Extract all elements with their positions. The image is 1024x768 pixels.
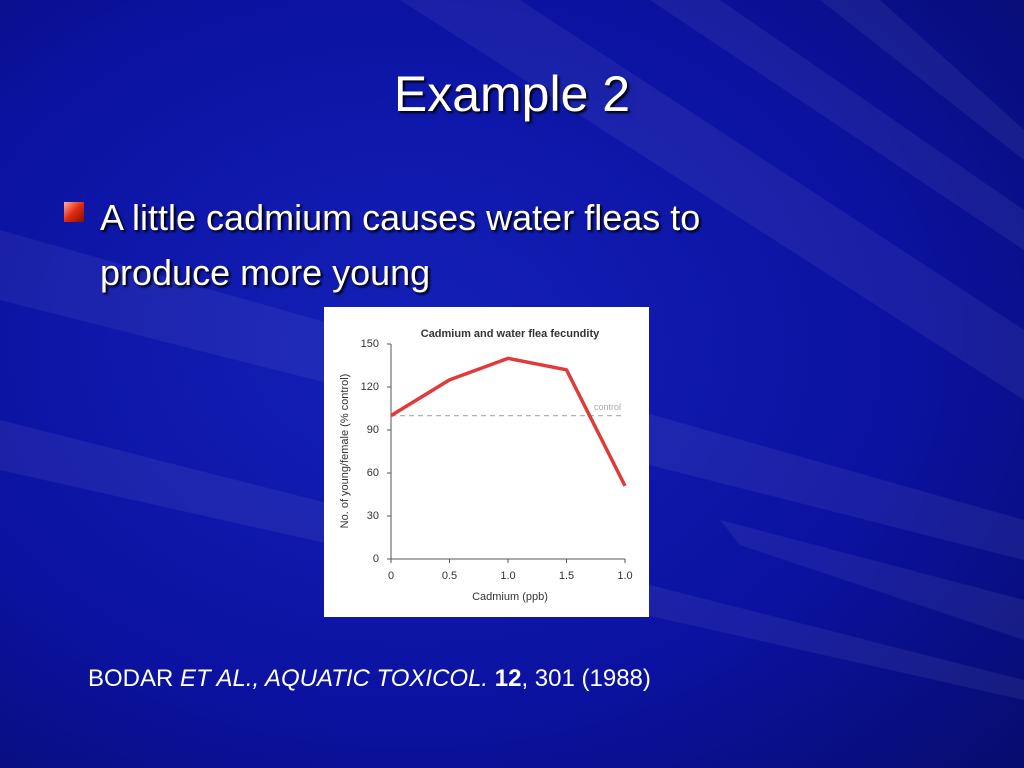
x-tick-label: 0.5 <box>442 570 457 582</box>
y-tick-label: 0 <box>373 553 379 565</box>
citation: BODAR ET AL., AQUATIC TOXICOL. 12, 301 (… <box>88 665 651 692</box>
control-label: control <box>594 402 621 412</box>
citation-rest: , 301 (1988) <box>521 665 650 692</box>
bullet-icon <box>64 202 84 222</box>
data-line <box>390 356 627 487</box>
x-tick-label: 1.5 <box>559 570 574 582</box>
y-tick-label: 30 <box>367 510 379 522</box>
chart-title: Cadmium and water flea fecundity <box>421 328 600 340</box>
citation-volume: 12 <box>495 665 522 692</box>
citation-journal: ET AL., AQUATIC TOXICOL. <box>180 665 488 692</box>
x-axis-label: Cadmium (ppb) <box>472 591 548 603</box>
y-tick-label: 150 <box>361 338 379 350</box>
chart-box <box>324 307 649 617</box>
slide-title: Example 2 <box>394 66 630 122</box>
x-tick-label: 0 <box>388 570 394 582</box>
x-tick-label: 1.0 <box>500 570 515 582</box>
bullet-text: A little cadmium causes water fleas to p… <box>100 197 701 293</box>
y-tick-label: 90 <box>367 424 379 436</box>
citation-author: BODAR <box>88 665 173 692</box>
y-tick-label: 60 <box>367 467 379 479</box>
y-axis-label: No. of young/female (% control) <box>339 374 351 529</box>
y-tick-label: 120 <box>361 381 379 393</box>
x-tick-label: 1.0 <box>617 570 632 582</box>
